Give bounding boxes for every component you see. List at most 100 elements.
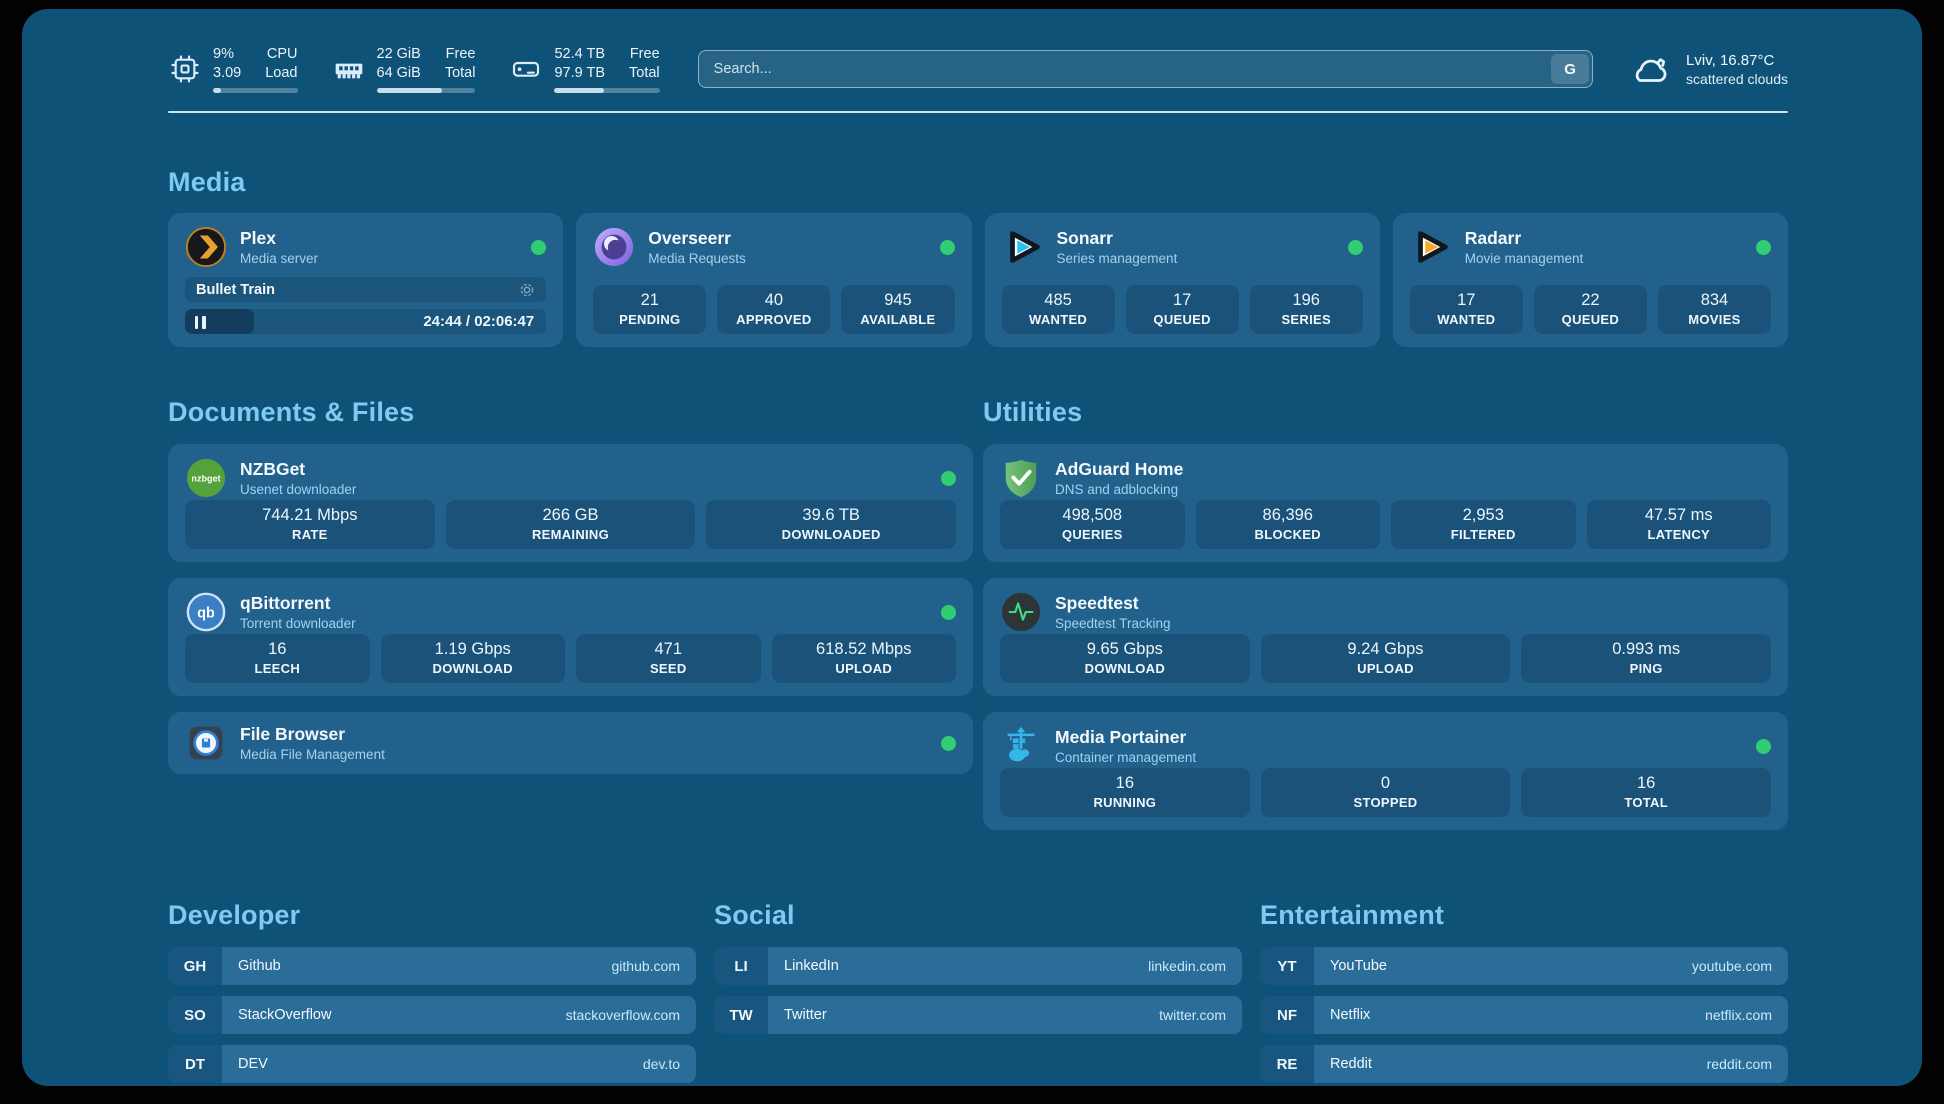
utilities-column: Utilities AdGuard Home DNS and bbox=[983, 397, 1788, 830]
bookmark-link-reddit[interactable]: RE Reddit reddit.com bbox=[1260, 1045, 1788, 1083]
stat-value: 39.6 TB bbox=[802, 506, 860, 524]
stat-label: APPROVED bbox=[736, 312, 812, 327]
status-online-dot bbox=[1756, 239, 1771, 255]
qbittorrent-icon: qb bbox=[185, 591, 227, 633]
app-subtitle: Media Requests bbox=[648, 251, 746, 266]
stat-label: RATE bbox=[292, 527, 328, 542]
ram-icon bbox=[332, 53, 366, 85]
stat-tile: 39.6 TB DOWNLOADED bbox=[706, 500, 956, 549]
section-title-developer: Developer bbox=[168, 900, 301, 930]
app-card-qbittorrent[interactable]: qb qBittorrent Torrent downloader 16 LEE… bbox=[168, 578, 973, 696]
search-input[interactable] bbox=[697, 50, 1594, 88]
app-subtitle: Movie management bbox=[1464, 251, 1584, 266]
stat-label: UPLOAD bbox=[1357, 661, 1414, 676]
stat-tile: 744.21 Mbps RATE bbox=[185, 500, 435, 549]
cpu-load-value: 3.09 bbox=[213, 65, 242, 81]
stat-tile: 618.52 Mbps UPLOAD bbox=[771, 634, 956, 683]
bookmark-link-linkedin[interactable]: LI LinkedIn linkedin.com bbox=[714, 947, 1242, 985]
app-card-plex[interactable]: Plex Media server Bullet Train 24:44 / 0… bbox=[168, 213, 564, 347]
status-online-dot bbox=[1347, 239, 1363, 255]
bookmark-link-dev[interactable]: DT DEV dev.to bbox=[168, 1045, 696, 1083]
app-card-adguard[interactable]: AdGuard Home DNS and adblocking 498,508 … bbox=[983, 444, 1788, 562]
stat-value: 0.993 ms bbox=[1612, 640, 1681, 658]
app-title: Overseerr bbox=[648, 228, 731, 248]
weather-condition: scattered clouds bbox=[1686, 70, 1788, 87]
bookmarks-developer: Developer GH Github github.com SO StackO… bbox=[168, 900, 696, 1083]
app-card-speedtest[interactable]: Speedtest Speedtest Tracking 9.65 Gbps D… bbox=[983, 578, 1788, 696]
stat-label: QUERIES bbox=[1061, 527, 1123, 542]
stat-tile: 9.24 Gbps UPLOAD bbox=[1260, 634, 1511, 683]
disk-progress-bar bbox=[554, 87, 660, 93]
stat-label: WANTED bbox=[1028, 312, 1088, 327]
app-title: Speedtest bbox=[1055, 593, 1139, 613]
app-subtitle: Usenet downloader bbox=[240, 482, 357, 497]
ram-progress-fill bbox=[376, 87, 442, 93]
weather-location-temp: Lviv, 16.87°C bbox=[1686, 51, 1775, 69]
pause-icon[interactable] bbox=[195, 316, 206, 329]
overseerr-icon bbox=[593, 226, 635, 268]
section-title-media: Media bbox=[168, 167, 246, 197]
stat-label: REMAINING bbox=[531, 527, 610, 542]
app-card-overseerr[interactable]: Overseerr Media Requests 21 PENDING 40 A… bbox=[576, 213, 972, 347]
stat-value: 9.24 Gbps bbox=[1347, 640, 1424, 658]
search-box: G bbox=[697, 50, 1594, 88]
stat-value: 21 bbox=[640, 291, 659, 309]
stat-label: DOWNLOAD bbox=[432, 661, 513, 676]
stat-label: MOVIES bbox=[1688, 312, 1741, 327]
stat-tile: 40 APPROVED bbox=[717, 285, 831, 334]
app-subtitle: Speedtest Tracking bbox=[1055, 616, 1171, 631]
sonarr-icon bbox=[1002, 226, 1044, 268]
stat-tile: 16 LEECH bbox=[185, 634, 370, 683]
ram-progress-bar bbox=[376, 87, 476, 93]
app-card-sonarr[interactable]: Sonarr Series management 485 WANTED 17 Q… bbox=[984, 213, 1380, 347]
now-playing-row: Bullet Train bbox=[185, 277, 547, 302]
bookmark-name: LinkedIn bbox=[784, 958, 839, 974]
app-subtitle: Container management bbox=[1055, 750, 1197, 765]
bookmark-link-stackoverflow[interactable]: SO StackOverflow stackoverflow.com bbox=[168, 996, 696, 1034]
bookmark-link-github[interactable]: GH Github github.com bbox=[168, 947, 696, 985]
bookmark-url: twitter.com bbox=[1159, 1007, 1226, 1023]
stat-tile: 17 QUEUED bbox=[1125, 285, 1239, 334]
stat-value: 86,396 bbox=[1262, 506, 1313, 524]
stat-value: 16 bbox=[1636, 774, 1656, 792]
bookmark-name: Netflix bbox=[1330, 1007, 1371, 1023]
stat-tile: 21 PENDING bbox=[593, 285, 707, 334]
stat-label: PING bbox=[1629, 661, 1663, 676]
stat-value: 196 bbox=[1292, 291, 1320, 309]
bookmark-url: stackoverflow.com bbox=[565, 1007, 680, 1023]
stat-label: PENDING bbox=[619, 312, 681, 327]
weather-widget: Lviv, 16.87°C scattered clouds bbox=[1627, 51, 1788, 87]
stat-tile: 834 MOVIES bbox=[1657, 285, 1771, 334]
bookmark-abbr: TW bbox=[714, 996, 768, 1034]
bookmark-name: StackOverflow bbox=[238, 1007, 332, 1023]
stat-tile: 86,396 BLOCKED bbox=[1195, 500, 1380, 549]
bookmark-link-youtube[interactable]: YT YouTube youtube.com bbox=[1260, 947, 1788, 985]
app-card-nzbget[interactable]: nzbget NZBGet Usenet downloader 744.21 M… bbox=[168, 444, 973, 562]
bookmark-url: reddit.com bbox=[1706, 1056, 1772, 1072]
bookmark-link-netflix[interactable]: NF Netflix netflix.com bbox=[1260, 996, 1788, 1034]
bookmark-name: DEV bbox=[238, 1056, 268, 1072]
top-bar: 9% 3.09 CPU Load bbox=[168, 40, 1788, 98]
stat-label: QUEUED bbox=[1561, 312, 1620, 327]
app-title: Radarr bbox=[1464, 228, 1522, 248]
bookmark-abbr: SO bbox=[168, 996, 222, 1034]
search-engine-button[interactable]: G bbox=[1551, 54, 1590, 84]
stat-label: STOPPED bbox=[1353, 795, 1418, 810]
bookmark-link-twitter[interactable]: TW Twitter twitter.com bbox=[714, 996, 1242, 1034]
cpu-label: CPU bbox=[266, 46, 298, 63]
radarr-icon bbox=[1410, 226, 1452, 268]
dashboard-page: 9% 3.09 CPU Load bbox=[22, 9, 1922, 1086]
disk-icon bbox=[509, 53, 543, 85]
app-card-filebrowser[interactable]: File Browser Media File Management bbox=[168, 712, 973, 774]
stat-label: UPLOAD bbox=[835, 661, 893, 676]
app-title: NZBGet bbox=[240, 459, 306, 479]
speedtest-icon bbox=[1000, 591, 1042, 633]
filebrowser-icon bbox=[185, 722, 227, 764]
bookmarks-entertainment: Entertainment YT YouTube youtube.com NF … bbox=[1260, 900, 1788, 1083]
stat-tile: 266 GB REMAINING bbox=[445, 500, 696, 549]
app-card-radarr[interactable]: Radarr Movie management 17 WANTED 22 QUE… bbox=[1392, 213, 1788, 347]
stat-label: DOWNLOAD bbox=[1084, 661, 1166, 676]
stat-tile: 0 STOPPED bbox=[1260, 768, 1511, 817]
bookmark-url: youtube.com bbox=[1691, 958, 1772, 974]
app-card-portainer[interactable]: Media Portainer Container management 16 … bbox=[983, 712, 1788, 830]
